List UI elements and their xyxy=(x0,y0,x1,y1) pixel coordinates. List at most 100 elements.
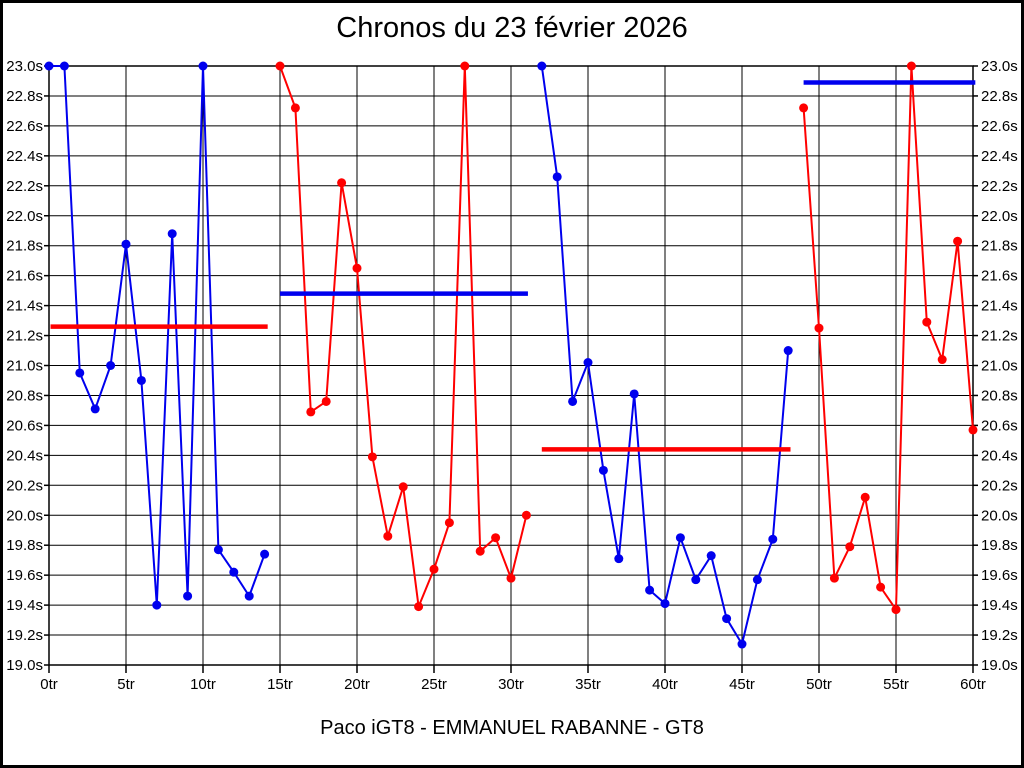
data-point-stint-2-red xyxy=(444,518,454,528)
x-tick-label: 55tr xyxy=(883,676,909,693)
data-point-stint-3-blue xyxy=(783,346,793,356)
data-point-stint-4-red xyxy=(860,492,870,502)
data-point-stint-2-red xyxy=(460,61,470,71)
data-point-stint-4-red xyxy=(829,573,839,583)
x-tick-label: 40tr xyxy=(652,676,678,693)
x-tick-label: 35tr xyxy=(575,676,601,693)
y-tick-label-left: 19.8s xyxy=(6,537,43,554)
y-tick-label-left: 21.2s xyxy=(6,328,43,345)
data-point-stint-2-red xyxy=(352,263,362,273)
data-point-stint-1-blue xyxy=(229,567,239,577)
data-point-stint-3-blue xyxy=(583,358,593,368)
data-point-stint-2-red xyxy=(429,564,439,574)
x-tick-label: 45tr xyxy=(729,676,755,693)
y-tick-label-left: 22.4s xyxy=(6,148,43,165)
y-tick-label-right: 23.0s xyxy=(981,58,1018,75)
data-point-stint-3-blue xyxy=(768,534,778,544)
y-tick-label-right: 20.4s xyxy=(981,447,1018,464)
y-tick-label-right: 22.8s xyxy=(981,88,1018,105)
y-tick-label-left: 22.2s xyxy=(6,178,43,195)
y-tick-label-right: 21.0s xyxy=(981,358,1018,375)
data-point-stint-4-red xyxy=(891,605,901,615)
y-tick-label-right: 21.2s xyxy=(981,328,1018,345)
data-point-stint-1-blue xyxy=(75,368,85,378)
data-point-stint-3-blue xyxy=(629,389,639,399)
data-point-stint-2-red xyxy=(383,531,393,541)
x-tick-label: 30tr xyxy=(498,676,524,693)
data-point-stint-1-blue xyxy=(244,591,254,601)
y-tick-label-left: 19.2s xyxy=(6,627,43,644)
data-point-stint-1-blue xyxy=(121,239,131,249)
data-point-stint-2-red xyxy=(321,396,331,406)
data-point-stint-2-red xyxy=(491,533,501,543)
data-point-stint-2-red xyxy=(475,546,485,556)
data-point-stint-3-blue xyxy=(598,465,608,475)
x-tick-label: 0tr xyxy=(40,676,58,693)
y-tick-label-left: 21.0s xyxy=(6,358,43,375)
data-point-stint-1-blue xyxy=(198,61,208,71)
data-point-stint-1-blue xyxy=(106,361,116,370)
data-point-stint-3-blue xyxy=(552,172,562,182)
y-tick-label-right: 19.8s xyxy=(981,537,1018,554)
data-point-stint-3-blue xyxy=(737,639,747,649)
y-tick-label-right: 19.4s xyxy=(981,597,1018,614)
data-point-stint-2-red xyxy=(275,61,285,71)
x-tick-label: 25tr xyxy=(421,676,447,693)
y-tick-label-left: 20.8s xyxy=(6,387,43,404)
y-tick-label-right: 22.2s xyxy=(981,178,1018,195)
y-tick-label-left: 19.0s xyxy=(6,657,43,674)
y-tick-label-right: 21.6s xyxy=(981,268,1018,285)
data-point-stint-4-red xyxy=(922,317,932,327)
chart-title: Chronos du 23 février 2026 xyxy=(336,12,688,44)
data-point-stint-4-red xyxy=(937,355,947,365)
data-point-stint-1-blue xyxy=(183,591,193,601)
y-tick-label-left: 19.6s xyxy=(6,567,43,584)
data-point-stint-2-red xyxy=(414,602,424,612)
y-tick-label-left: 22.0s xyxy=(6,208,43,225)
data-point-stint-3-blue xyxy=(706,551,716,561)
data-point-stint-3-blue xyxy=(675,533,685,543)
data-point-stint-2-red xyxy=(367,452,377,462)
data-point-stint-3-blue xyxy=(752,575,762,585)
x-tick-label: 10tr xyxy=(190,676,216,693)
data-point-stint-3-blue xyxy=(568,396,578,406)
data-point-stint-4-red xyxy=(799,103,809,113)
y-tick-label-left: 23.0s xyxy=(6,58,43,75)
y-tick-label-left: 20.2s xyxy=(6,477,43,494)
data-point-stint-1-blue xyxy=(136,375,146,385)
y-tick-label-left: 22.8s xyxy=(6,88,43,105)
data-point-stint-4-red xyxy=(845,542,855,552)
y-tick-label-right: 20.6s xyxy=(981,417,1018,434)
data-point-stint-3-blue xyxy=(645,585,655,595)
x-tick-label: 60tr xyxy=(960,676,986,693)
y-tick-label-right: 19.6s xyxy=(981,567,1018,584)
data-point-stint-2-red xyxy=(506,573,516,583)
data-point-stint-2-red xyxy=(398,482,408,492)
y-tick-label-right: 20.0s xyxy=(981,507,1018,524)
x-tick-label: 15tr xyxy=(267,676,293,693)
data-point-stint-1-blue xyxy=(167,229,177,239)
y-tick-label-right: 20.2s xyxy=(981,477,1018,494)
data-point-stint-1-blue xyxy=(152,600,162,610)
data-point-stint-4-red xyxy=(968,425,978,435)
y-tick-label-right: 19.2s xyxy=(981,627,1018,644)
y-tick-label-right: 19.0s xyxy=(981,657,1018,674)
y-tick-label-left: 21.8s xyxy=(6,238,43,255)
plot-border xyxy=(48,65,974,666)
x-tick-label: 5tr xyxy=(117,676,135,693)
data-point-stint-2-red xyxy=(290,103,300,113)
data-point-stint-3-blue xyxy=(537,61,547,71)
y-tick-label-left: 20.0s xyxy=(6,507,43,524)
data-point-stint-3-blue xyxy=(691,575,701,585)
data-point-stint-1-blue xyxy=(213,545,223,555)
series-line-stint-2-red xyxy=(279,65,528,608)
data-point-stint-2-red xyxy=(521,510,531,520)
y-tick-label-left: 22.6s xyxy=(6,118,43,135)
data-point-stint-3-blue xyxy=(660,599,670,609)
data-point-stint-2-red xyxy=(306,407,316,417)
data-point-stint-4-red xyxy=(814,323,824,333)
chart-caption: Paco iGT8 - EMMANUEL RABANNE - GT8 xyxy=(320,717,704,739)
